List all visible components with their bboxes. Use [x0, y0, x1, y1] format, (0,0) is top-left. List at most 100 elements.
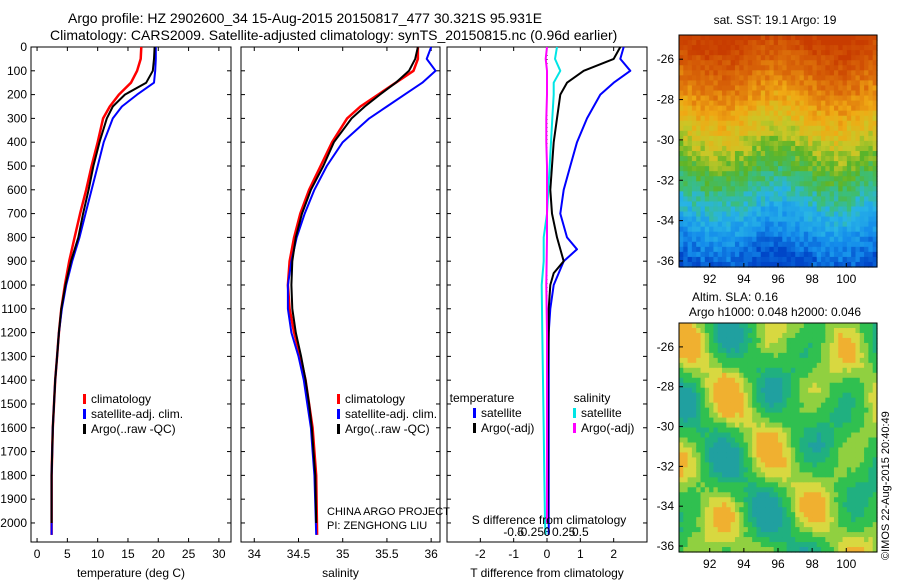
sst-map-cell: [739, 135, 745, 142]
sst-map-cell: [717, 226, 723, 233]
sla-map-cell: [691, 482, 697, 488]
sst-map-cell: [808, 211, 814, 218]
temperature-xtick-label: 20: [152, 547, 166, 561]
sst-map-cell: [709, 125, 715, 132]
sla-map-cell: [769, 507, 775, 513]
sst-map-cell: [812, 231, 818, 238]
sla-map-cell: [722, 422, 727, 429]
sla-map-cell: [765, 507, 770, 513]
sst-map-cell: [679, 80, 684, 87]
sla-map-cell: [713, 502, 719, 508]
sst-map-cell: [786, 95, 792, 102]
sst-map-cell: [825, 171, 831, 177]
sst-map-cell: [786, 145, 792, 152]
sla-map-cell: [717, 542, 723, 548]
sla-map-cell: [868, 337, 874, 344]
sla-map-cell: [782, 452, 788, 459]
sla-map-cell: [851, 332, 857, 339]
sla-map-cell: [825, 507, 831, 513]
sla-map-cell: [821, 457, 826, 463]
sla-map-cell: [679, 417, 684, 424]
sla-map-cell: [825, 477, 831, 483]
sla-map-cell: [846, 332, 852, 339]
sst-map-cell: [812, 261, 818, 268]
sla-map-cell: [696, 347, 702, 354]
sla-map-cell: [803, 442, 809, 449]
sla-map-cell: [790, 407, 796, 414]
sla-map-cell: [747, 462, 753, 468]
sla-map-cell: [808, 372, 814, 379]
sst-map-title: sat. SST: 19.1 Argo: 19: [714, 13, 837, 27]
sst-map-cell: [696, 196, 702, 203]
sst-map-cell: [816, 95, 822, 102]
sst-map-cell: [717, 60, 723, 66]
sst-map-cell: [717, 236, 723, 243]
sst-map-cell: [790, 231, 796, 238]
sst-map-cell: [868, 241, 874, 248]
sla-map-cell: [846, 507, 852, 513]
sst-map-cell: [821, 166, 826, 172]
sla-map-cell: [799, 447, 805, 454]
sla-map-cell: [743, 407, 749, 414]
sst-map-cell: [739, 236, 745, 243]
sla-map-cell: [872, 497, 878, 503]
sst-map-cell: [778, 115, 783, 122]
sla-map-cell: [829, 522, 835, 528]
sst-map-cell: [786, 216, 792, 223]
sla-map-cell: [790, 457, 796, 463]
sla-map-cell: [687, 332, 693, 339]
sst-map-cell: [683, 45, 689, 51]
sla-map-cell: [825, 512, 831, 518]
sla-map-cell: [752, 437, 758, 444]
sla-map-cell: [709, 432, 715, 439]
sla-map-cell: [864, 422, 869, 429]
sla-map-cell: [726, 437, 732, 444]
sla-map-cell: [734, 392, 740, 399]
sla-map-cell: [730, 517, 736, 523]
sla-map-cell: [769, 342, 775, 349]
sla-map-cell: [756, 532, 762, 538]
sst-map-cell: [829, 226, 835, 233]
sst-map-cell: [825, 45, 831, 51]
sla-map-cell: [816, 372, 822, 379]
sla-map-cell: [704, 337, 710, 344]
sla-map-cell: [696, 522, 702, 528]
sla-map-cell: [846, 377, 852, 384]
sla-map-cell: [795, 522, 801, 528]
sst-map-cell: [696, 60, 702, 66]
sst-map-cell: [778, 166, 783, 172]
depth-tick-label: 1100: [1, 302, 27, 316]
sla-map-cell: [790, 467, 796, 473]
sst-map-cell: [782, 40, 788, 46]
sla-map-cell: [683, 517, 689, 523]
sst-map-cell: [743, 35, 749, 41]
sst-map-cell: [700, 196, 706, 203]
sst-map-cell: [713, 80, 719, 87]
sla-map-cell: [760, 537, 766, 543]
sst-map-cell: [765, 161, 770, 167]
sla-map-cell: [679, 492, 684, 498]
sla-map-cell: [851, 392, 857, 399]
sst-map-cell: [790, 251, 796, 258]
sst-map-cell: [855, 241, 861, 248]
sla-map-cell: [747, 482, 753, 488]
sla-map-cell: [700, 447, 706, 454]
sla-map-cell: [833, 497, 839, 503]
sst-map-cell: [713, 90, 719, 97]
sla-map-cell: [855, 327, 861, 334]
sla-map-cell: [782, 407, 788, 414]
sla-map-cell: [696, 422, 702, 429]
sst-map-cell: [782, 261, 788, 268]
sla-map-cell: [795, 332, 801, 339]
sst-map-cell: [756, 191, 762, 197]
sst-map-cell: [812, 70, 818, 76]
sla-map-cell: [691, 497, 697, 503]
sla-map-cell: [752, 532, 758, 538]
sst-map-cell: [829, 90, 835, 97]
sst-map-cell: [730, 186, 736, 192]
sst-map-cell: [855, 216, 861, 223]
sla-map-cell: [846, 427, 852, 434]
sla-map-cell: [808, 367, 814, 374]
sst-map-cell: [838, 70, 844, 76]
sst-map-cell: [760, 196, 766, 203]
